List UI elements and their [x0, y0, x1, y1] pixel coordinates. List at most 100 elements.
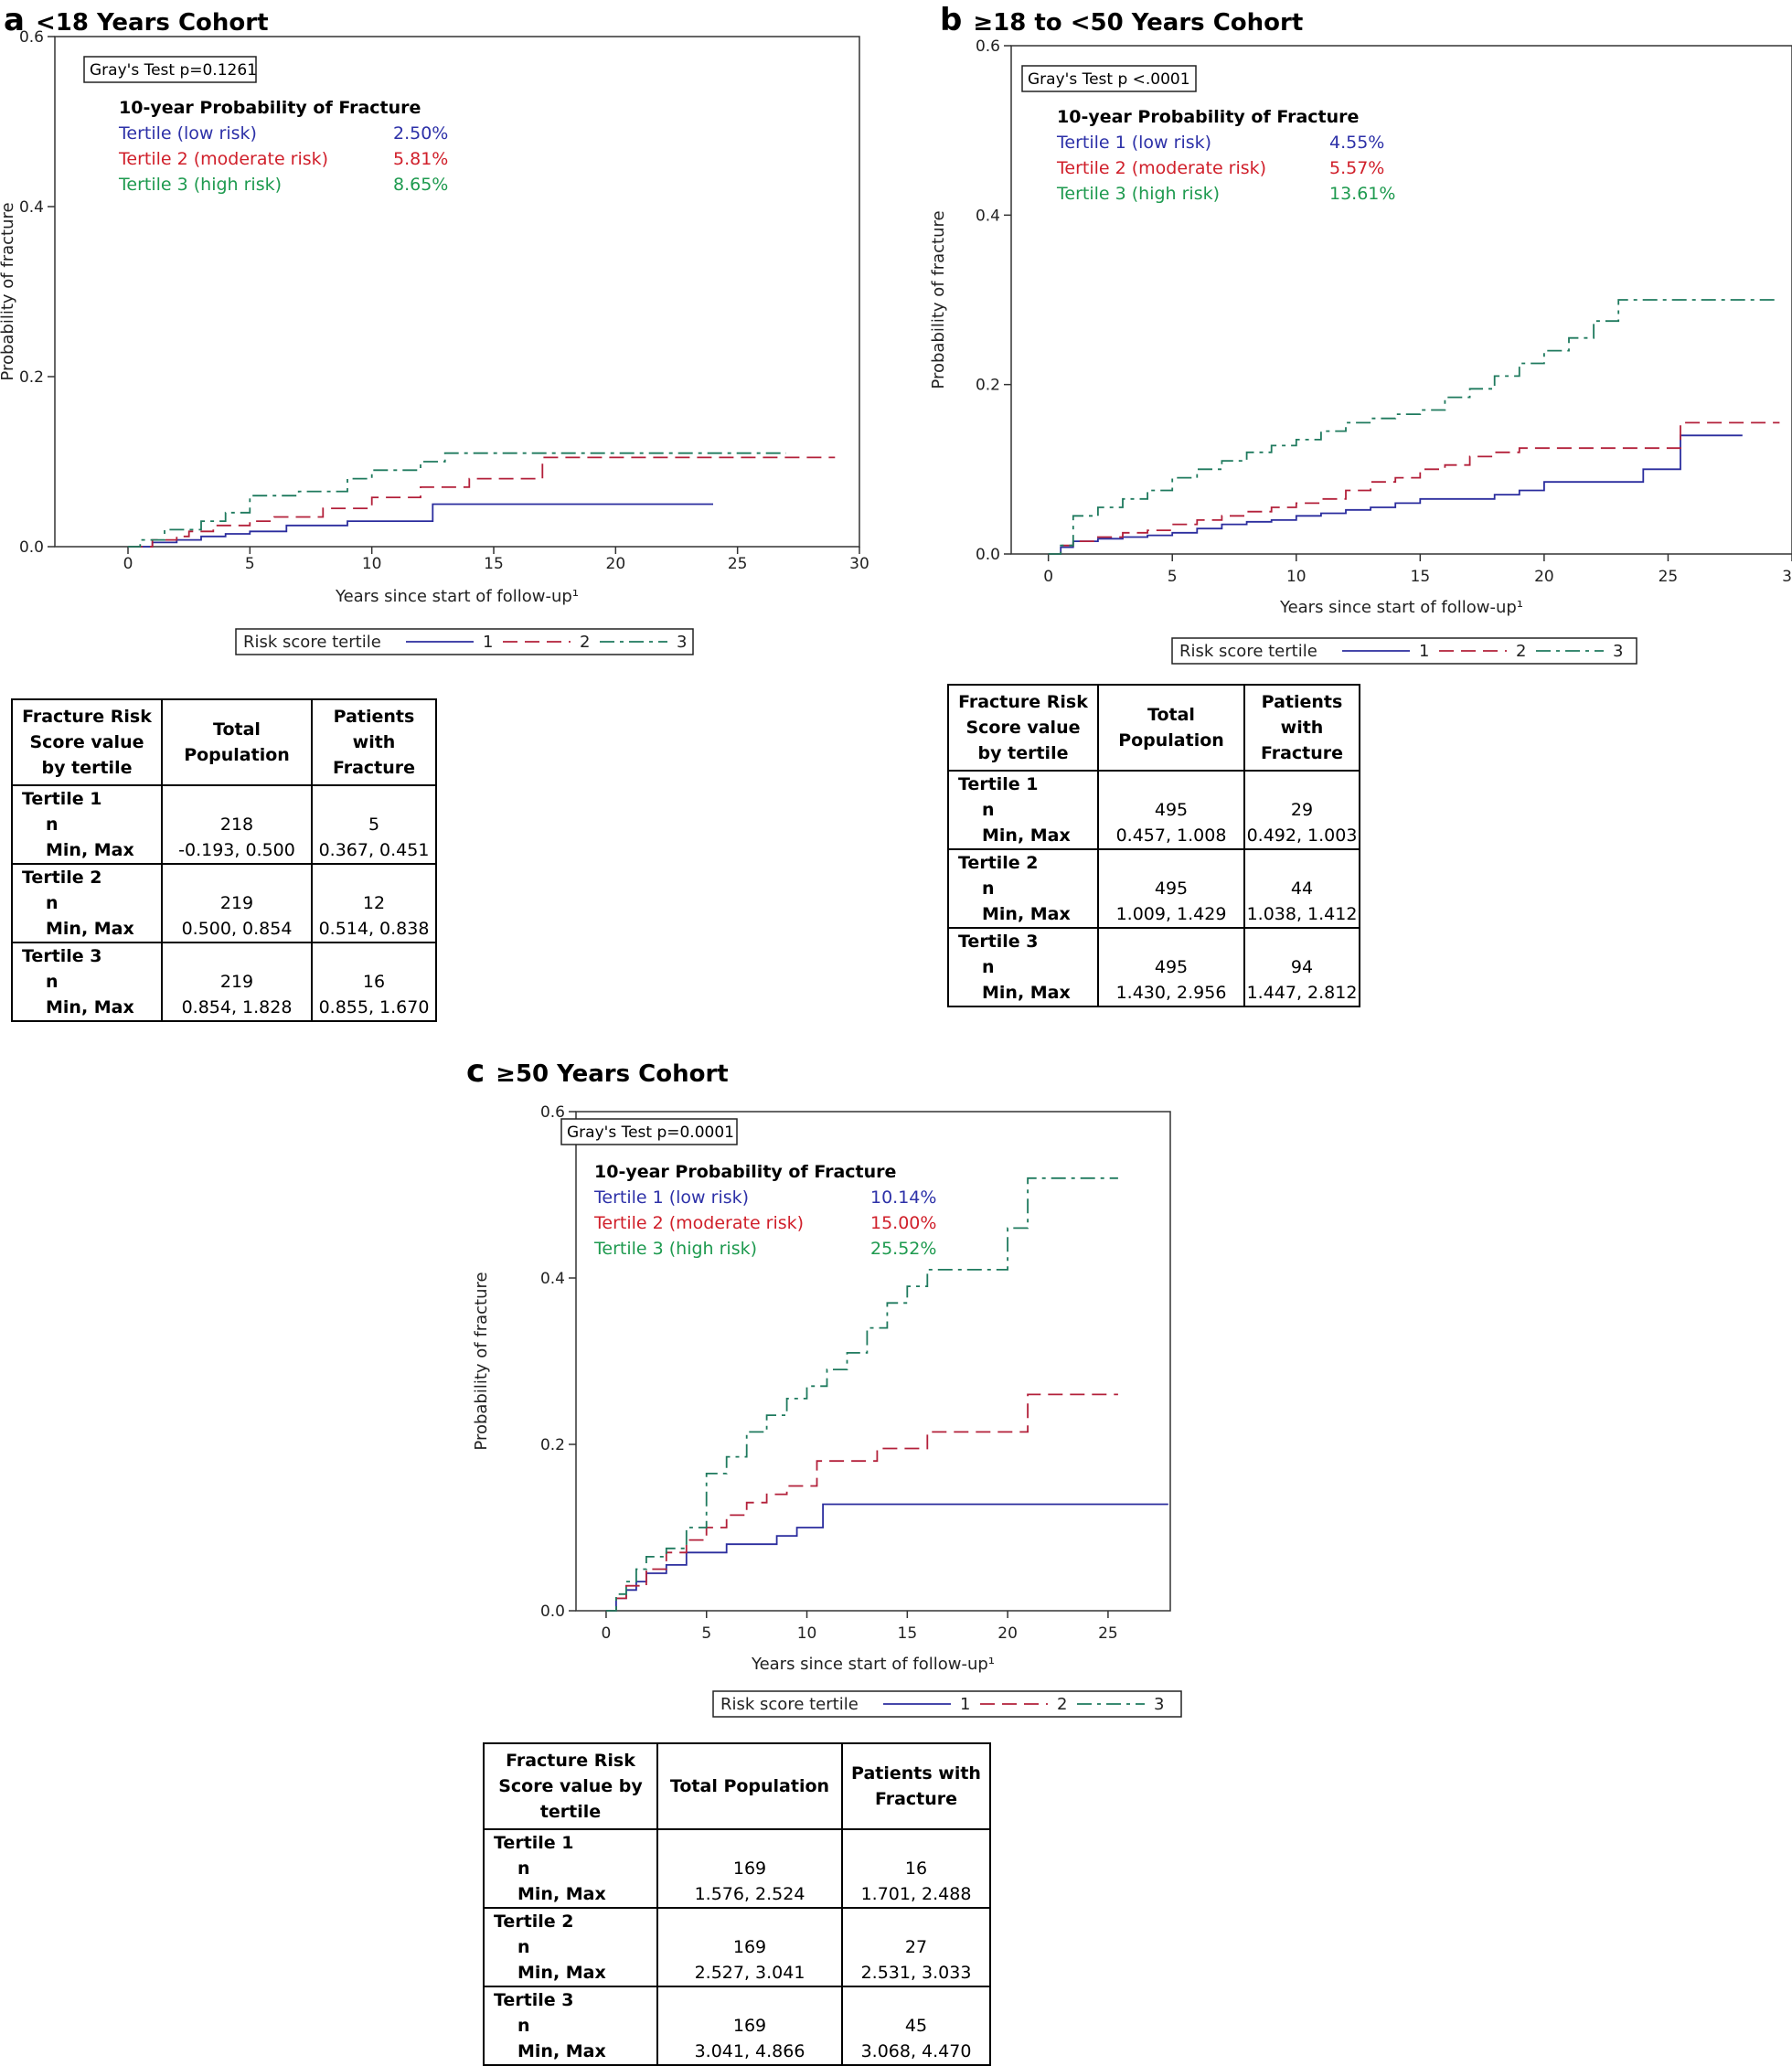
tertile-label-cell: Tertile 2 n Min, Max: [11, 863, 163, 943]
plot-frame: [1010, 45, 1792, 555]
fracture-cell: 45 3.068, 4.470: [841, 1986, 991, 2066]
series-line-tertile-1: [605, 1503, 1168, 1612]
header-score: Fracture Risk Score value by tertile: [947, 684, 1099, 772]
table-header-row: Fracture Risk Score value by tertile Tot…: [11, 698, 437, 786]
series-line-tertile-2: [605, 1393, 1118, 1612]
fracture-cell: 5 0.367, 0.451: [311, 784, 437, 865]
y-tick-label: 0.0: [976, 546, 1000, 564]
legend-item-label: 3: [1154, 1695, 1164, 1714]
tertile-label: Tertile 2: [958, 853, 1039, 873]
y-axis-label: Probability of fracture: [0, 202, 17, 380]
n-label: n: [46, 972, 59, 992]
x-tick-label: 5: [701, 1624, 711, 1643]
x-axis-label: Years since start of follow-up¹: [751, 1655, 995, 1674]
tertile-label-cell: Tertile 1 n Min, Max: [947, 770, 1099, 850]
fracture-cell: 27 2.531, 3.033: [841, 1907, 991, 1987]
total-n: 169: [732, 1937, 767, 1957]
probability-row-label: Tertile 2 (moderate risk): [118, 149, 328, 169]
series-line-tertile-2: [1048, 421, 1780, 555]
x-tick-label: 5: [245, 555, 255, 573]
grays-test-box: [1021, 65, 1197, 92]
table-header-row: Fracture Risk Score value by tertile Tot…: [947, 684, 1360, 772]
probability-row-value: 5.81%: [393, 149, 448, 169]
fracture-cell: 16 0.855, 1.670: [311, 942, 437, 1022]
header-fracture: Patients with Fracture: [841, 1742, 991, 1830]
table-row: Tertile 2 n Min, Max 219 0.500, 0.854 12 0.514…: [11, 863, 437, 943]
panel-c-title-text: ≥50 Years Cohort: [496, 1060, 729, 1088]
probability-row-label: Tertile 3 (high risk): [1056, 184, 1220, 204]
fracture-cell: 12 0.514, 0.838: [311, 863, 437, 943]
table-c: Fracture Risk Score value by tertile Tot…: [483, 1742, 991, 2066]
total-minmax: 0.500, 0.854: [181, 919, 293, 939]
tertile-label: Tertile 1: [958, 774, 1039, 794]
fracture-n: 29: [1290, 800, 1314, 820]
fracture-n: 44: [1290, 879, 1314, 899]
x-tick-label: 25: [1659, 568, 1679, 586]
total-minmax: 1.576, 2.524: [694, 1884, 805, 1904]
total-minmax: 1.009, 1.429: [1115, 904, 1227, 924]
x-tick-label: 0: [123, 555, 133, 573]
x-tick-label: 0: [602, 1624, 612, 1643]
fracture-cell: 94 1.447, 2.812: [1243, 927, 1360, 1007]
fracture-minmax: 0.855, 1.670: [318, 997, 430, 1017]
tertile-label: Tertile 2: [494, 1912, 574, 1932]
probability-row-value: 25.52%: [870, 1239, 936, 1259]
probability-row-value: 13.61%: [1329, 184, 1395, 204]
x-tick-label: 0: [1043, 568, 1053, 586]
legend-item-label: 1: [1419, 642, 1429, 661]
chart-b: 0.0 0.2 0.4 0.6 0 5 10 15 20 25 30 Years since star…: [929, 37, 1792, 665]
total-n: 495: [1154, 957, 1189, 977]
tertile-label-cell: Tertile 1 n Min, Max: [483, 1828, 658, 1909]
fracture-minmax: 0.514, 0.838: [318, 919, 430, 939]
plot-frame: [54, 36, 860, 548]
panel-a-title: a <18 Years Cohort: [4, 2, 269, 38]
header-total: Total Population: [656, 1742, 843, 1830]
panel-b-title: b ≥18 to <50 Years Cohort: [940, 2, 1303, 38]
table-row: Tertile 2 n Min, Max 169 2.527, 3.041 27 2.531…: [483, 1907, 991, 1987]
minmax-label: Min, Max: [982, 825, 1071, 846]
total-n: 169: [732, 1858, 767, 1879]
series-line-tertile-3: [605, 1177, 1118, 1612]
header-fracture: Patients with Fracture: [311, 698, 437, 786]
probability-row-value: 5.57%: [1329, 158, 1384, 178]
fracture-n: 12: [362, 893, 386, 913]
probability-row-value: 2.50%: [393, 123, 448, 144]
tertile-label-cell: Tertile 3 n Min, Max: [947, 927, 1099, 1007]
x-tick-label: 20: [997, 1624, 1018, 1643]
y-tick-label: 0.4: [976, 207, 1000, 225]
n-label: n: [517, 1858, 530, 1879]
legend-item-label: 2: [580, 633, 590, 652]
y-tick-label: 0.6: [19, 28, 44, 47]
total-minmax: 0.854, 1.828: [181, 997, 293, 1017]
probability-row-value: 15.00%: [870, 1213, 936, 1233]
total-n: 495: [1154, 879, 1189, 899]
fracture-minmax: 2.531, 3.033: [860, 1963, 972, 1983]
tertile-label-cell: Tertile 1 n Min, Max: [11, 784, 163, 865]
legend-item-label: 2: [1516, 642, 1526, 661]
tertile-label-cell: Tertile 2 n Min, Max: [947, 848, 1099, 929]
tertile-label-cell: Tertile 3 n Min, Max: [483, 1986, 658, 2066]
minmax-label: Min, Max: [46, 919, 134, 939]
y-tick-label: 0.0: [19, 538, 44, 557]
table-row: Tertile 3 n Min, Max 219 0.854, 1.828 16 0.855…: [11, 942, 437, 1022]
probability-row-label: Tertile (low risk): [118, 123, 257, 144]
n-label: n: [46, 893, 59, 913]
y-axis-label: Probability of fracture: [472, 1272, 491, 1450]
tertile-label: Tertile 2: [22, 868, 102, 888]
panel-c-title: c ≥50 Years Cohort: [466, 1053, 729, 1090]
x-tick-label: 10: [1286, 568, 1307, 586]
panel-a-title-text: <18 Years Cohort: [35, 9, 269, 37]
n-label: n: [982, 800, 995, 820]
total-population-cell: 169 3.041, 4.866: [656, 1986, 843, 2066]
total-population-cell: 169 2.527, 3.041: [656, 1907, 843, 1987]
minmax-label: Min, Max: [982, 983, 1071, 1003]
x-tick-label: 20: [1534, 568, 1554, 586]
total-minmax: 2.527, 3.041: [694, 1963, 805, 1983]
grays-test-box: [560, 1118, 738, 1145]
table-row: Tertile 2 n Min, Max 495 1.009, 1.429 44 1.038…: [947, 848, 1360, 929]
tertile-label: Tertile 3: [22, 946, 102, 966]
total-n: 218: [219, 815, 254, 835]
probability-row-label: Tertile 1 (low risk): [593, 1187, 749, 1208]
y-tick-label: 0.4: [540, 1270, 565, 1288]
minmax-label: Min, Max: [982, 904, 1071, 924]
